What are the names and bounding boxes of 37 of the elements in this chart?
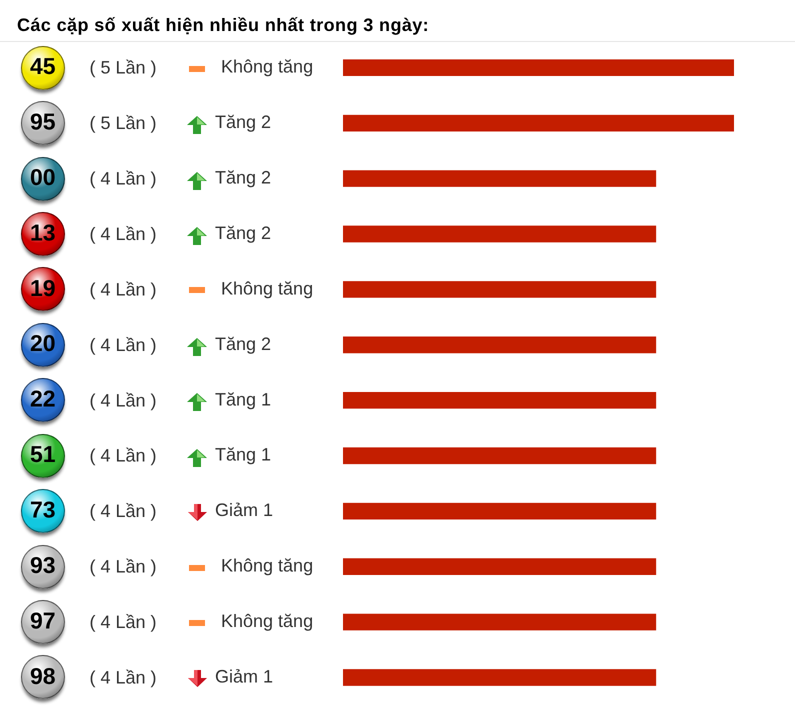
y-tick-label: 20 (30, 330, 56, 356)
y-tick-label: 13 (30, 219, 56, 246)
y-tick-label: 19 (30, 274, 56, 301)
data-label: ( 5 Lần ) (89, 58, 157, 78)
text: Giảm 1 (215, 666, 274, 686)
data-label: ( 4 Lần ) (89, 224, 157, 244)
y-tick-label: 22 (30, 386, 56, 412)
y-tick-label: 93 (30, 552, 56, 578)
text: Tăng 1 (215, 389, 272, 410)
text: Tăng 2 (215, 334, 272, 354)
data-label: ( 4 Lần ) (89, 612, 157, 632)
y-tick-label: 95 (30, 108, 56, 134)
chart-title: Các cặp số xuất hiện nhiều nhất trong 3 ngày: (17, 14, 430, 36)
y-tick-label: 98 (30, 662, 56, 689)
y-tick-label: 73 (30, 496, 56, 523)
text: Không tăng (221, 556, 314, 576)
data-label: ( 4 Lần ) (89, 556, 157, 577)
y-tick-label: 00 (30, 164, 56, 190)
data-label: ( 4 Lần ) (89, 334, 157, 355)
text: Không tăng (221, 56, 314, 77)
text: Không tăng (221, 611, 314, 632)
data-label: ( 4 Lần ) (89, 446, 157, 466)
data-label: ( 5 Lần ) (89, 113, 157, 134)
y-tick-label: 45 (30, 53, 56, 80)
data-label: ( 4 Lần ) (89, 279, 157, 300)
data-label: ( 4 Lần ) (89, 667, 157, 688)
y-tick-label: 97 (30, 607, 56, 634)
text: Tăng 2 (215, 168, 272, 188)
y-tick-label: 51 (30, 441, 56, 468)
data-label: ( 4 Lần ) (89, 501, 157, 522)
text: Tăng 2 (215, 112, 272, 132)
text: Không tăng (221, 278, 314, 298)
text: Giảm 1 (215, 500, 274, 520)
text: Tăng 2 (215, 222, 272, 243)
data-label: ( 4 Lần ) (89, 168, 157, 189)
text: Tăng 1 (215, 444, 272, 465)
data-label: ( 4 Lần ) (89, 390, 157, 410)
